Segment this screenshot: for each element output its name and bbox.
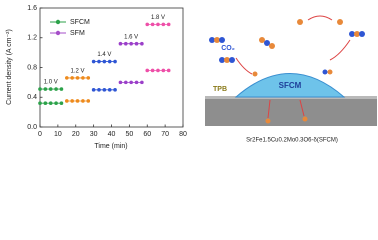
electrode-label: SFCM <box>279 81 302 90</box>
data-point <box>107 59 112 64</box>
data-point <box>166 22 171 27</box>
data-point <box>54 101 58 105</box>
x-tick-label: 60 <box>143 131 151 138</box>
data-point <box>134 41 139 46</box>
data-point <box>70 99 74 103</box>
data-point <box>97 59 101 64</box>
data-point <box>140 80 144 85</box>
data-point <box>161 22 166 27</box>
schematic: SFCM TPB CO₂ Sr2Fe1.5Cu0.2Mo0.3O6-δ(SFCM… <box>205 15 377 144</box>
data-point <box>75 99 80 103</box>
data-point <box>86 99 91 103</box>
data-point <box>38 87 42 91</box>
data-point <box>129 80 133 85</box>
substrate <box>205 98 377 126</box>
data-point <box>43 101 48 105</box>
legend-marker <box>55 19 61 25</box>
voltage-label: 1.8 V <box>151 15 165 21</box>
legend-label: SFM <box>70 30 85 37</box>
data-point <box>156 68 160 73</box>
x-tick-label: 10 <box>54 131 62 138</box>
plot-frame <box>39 7 184 128</box>
tpb-label: TPB <box>213 86 227 93</box>
data-point <box>54 87 58 91</box>
data-point <box>118 41 123 46</box>
data-point <box>97 88 101 92</box>
data-point <box>59 101 64 105</box>
legend-label: SFCM <box>70 19 90 26</box>
data-point <box>65 76 69 80</box>
data-point <box>134 80 139 85</box>
data-point <box>140 41 144 46</box>
data-point <box>107 88 112 92</box>
caption: Sr2Fe1.5Cu0.2Mo0.3O6-δ(SFCM) <box>246 138 338 144</box>
data-point <box>156 22 160 27</box>
x-tick-label: 80 <box>179 131 187 138</box>
x-axis-label: Time (min) <box>94 143 127 150</box>
x-tick-label: 50 <box>125 131 133 138</box>
data-point <box>59 87 64 91</box>
data-point <box>65 99 69 103</box>
data-point <box>81 99 85 103</box>
data-point <box>161 68 166 73</box>
voltage-label: 1.4 V <box>97 52 111 58</box>
data-point <box>124 80 128 85</box>
data-point <box>81 76 85 80</box>
data-point <box>113 88 117 92</box>
y-tick-label: 0.8 <box>27 64 37 71</box>
voltage-label: 1.2 V <box>71 68 85 74</box>
data-point <box>91 88 96 92</box>
y-tick-label: 1.6 <box>27 5 37 12</box>
data-point <box>43 87 48 91</box>
data-point <box>113 59 117 64</box>
data-point <box>166 68 171 73</box>
data-point <box>145 68 150 73</box>
data-point <box>38 101 42 105</box>
data-point <box>48 101 53 105</box>
figure: Time (min) Current density (A cm⁻²) SFCM… <box>6 5 377 150</box>
x-tick-label: 70 <box>161 131 169 138</box>
voltage-label: 1.6 V <box>124 34 138 40</box>
legend-marker <box>55 30 61 36</box>
x-tick-label: 30 <box>90 131 98 138</box>
y-tick-label: 0.0 <box>27 124 37 131</box>
data-point <box>48 87 53 91</box>
y-tick-label: 1.2 <box>27 35 37 42</box>
data-point <box>75 76 80 80</box>
arrows <box>235 15 351 119</box>
electrode-dome <box>234 73 346 98</box>
data-point <box>102 88 107 92</box>
molecules <box>209 19 365 124</box>
y-tick-label: 0.4 <box>27 94 37 101</box>
data-point <box>150 22 155 27</box>
data-point <box>129 41 133 46</box>
x-tick-label: 20 <box>72 131 80 138</box>
data-point <box>91 59 96 64</box>
x-tick-label: 40 <box>108 131 116 138</box>
data-point <box>150 68 155 73</box>
x-tick-label: 0 <box>38 131 42 138</box>
data-point <box>124 41 128 46</box>
data-point <box>102 59 107 64</box>
data-point <box>86 76 91 80</box>
gas-label: CO₂ <box>221 45 235 52</box>
data-point <box>70 76 74 80</box>
data-point <box>118 80 123 85</box>
y-axis-label: Current density (A cm⁻²) <box>6 29 13 105</box>
data-point <box>145 22 150 27</box>
voltage-label: 1.0 V <box>44 80 58 86</box>
